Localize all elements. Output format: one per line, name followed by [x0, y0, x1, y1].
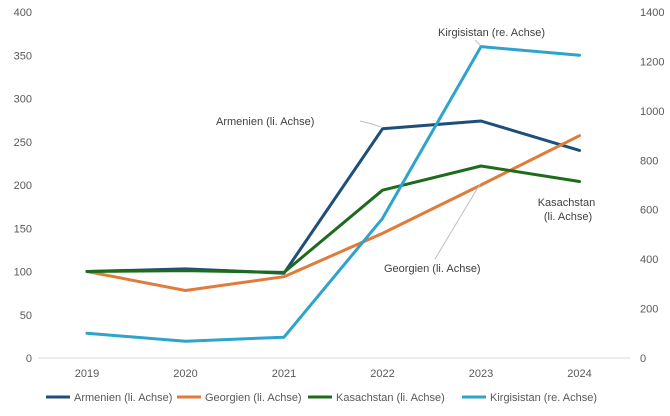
annotation-georgien-line: Georgien (li. Achse): [384, 263, 481, 275]
right-axis-tick-label: 200: [640, 304, 658, 316]
series-line-kasachstan: [85, 164, 581, 274]
series-line-georgien: [85, 134, 581, 292]
left-axis-tick-label: 0: [26, 353, 32, 365]
x-axis-ticks: 2019 2020 2021 2022 2023 2024: [75, 368, 592, 380]
annotation-kirgisistan-line: Kirgisistan (re. Achse): [438, 27, 545, 39]
left-axis-tick-label: 400: [14, 7, 32, 19]
left-axis-tick-label: 300: [14, 94, 32, 106]
left-axis-ticks: 0 50 100 150 200 250 300 350 400: [14, 7, 32, 365]
annotation-kasachstan: Kasachstan (li. Achse): [538, 197, 599, 223]
right-axis-tick-label: 0: [640, 353, 646, 365]
annotation-georgien: Georgien (li. Achse): [384, 263, 481, 275]
legend-label-kirgisistan: Kirgisistan (re. Achse): [490, 392, 597, 404]
legend-label-armenien: Armenien (li. Achse): [74, 392, 172, 404]
left-axis-tick-label: 250: [14, 137, 32, 149]
annotations: Kirgisistan (re. Achse) Armenien (li. Ac…: [216, 27, 599, 275]
armenien-leader-line: [359, 120, 382, 128]
x-axis-tick-label: 2023: [469, 368, 493, 380]
series-line-armenien: [85, 119, 581, 275]
legend-label-kasachstan: Kasachstan (li. Achse): [336, 392, 445, 404]
left-axis-tick-label: 100: [14, 267, 32, 279]
legend: Armenien (li. Achse) Georgien (li. Achse)…: [46, 392, 597, 404]
kirgisistan-leader-line: [474, 39, 481, 46]
left-axis-tick-label: 150: [14, 223, 32, 235]
right-axis-ticks: 0 200 400 600 800 1000 1200 1400: [640, 7, 664, 365]
right-axis-tick-label: 1200: [640, 56, 664, 68]
georgien-leader-line: [434, 183, 481, 260]
right-axis-tick-label: 1400: [640, 7, 664, 19]
annotation-armenien: Armenien (li. Achse): [216, 116, 314, 128]
right-axis-tick-label: 1000: [640, 106, 664, 118]
right-axis-tick-label: 800: [640, 155, 658, 167]
annotation-kasachstan-line-1: Kasachstan: [538, 197, 595, 209]
left-axis-tick-label: 200: [14, 180, 32, 192]
annotation-kasachstan-line-2: (li. Achse): [544, 211, 592, 223]
right-axis-tick-label: 600: [640, 205, 658, 217]
legend-label-georgien: Georgien (li. Achse): [205, 392, 302, 404]
x-axis-tick-label: 2021: [272, 368, 296, 380]
right-axis-tick-label: 400: [640, 254, 658, 266]
left-axis-tick-label: 350: [14, 50, 32, 62]
x-axis-tick-label: 2024: [567, 368, 591, 380]
left-axis-tick-label: 50: [20, 310, 32, 322]
annotation-kirgisistan: Kirgisistan (re. Achse): [438, 27, 545, 39]
series-lines: [85, 45, 581, 343]
x-axis-tick-label: 2020: [173, 368, 197, 380]
x-axis-tick-label: 2019: [75, 368, 99, 380]
annotation-armenien-line: Armenien (li. Achse): [216, 116, 314, 128]
x-axis-tick-label: 2022: [370, 368, 394, 380]
series-line-kirgisistan: [85, 45, 581, 343]
